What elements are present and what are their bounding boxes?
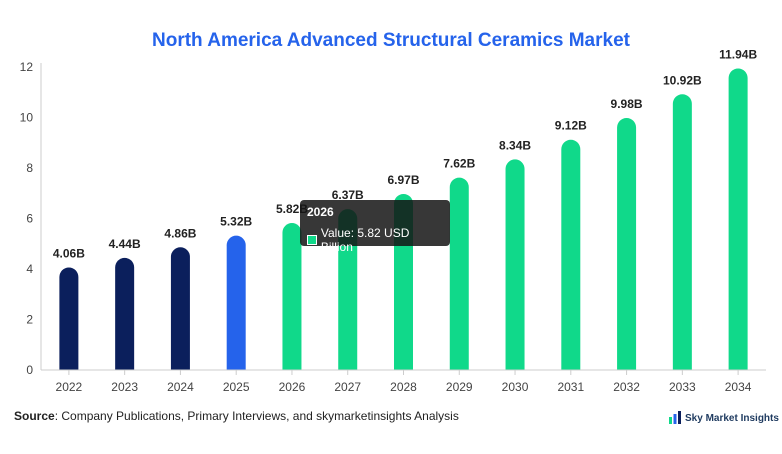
y-tick-label: 4 [26, 262, 33, 276]
bar-2022[interactable] [59, 267, 79, 370]
brand-name: Sky Market Insights [685, 412, 779, 424]
y-axis: 0 2 4 6 8 10 12 [20, 60, 42, 377]
tooltip-swatch [307, 235, 317, 245]
bars [59, 68, 748, 371]
y-tick-label: 8 [26, 161, 33, 175]
bar-2024[interactable] [170, 247, 190, 370]
x-tick-label-2022: 2022 [56, 380, 83, 394]
tooltip-title: 2026 [307, 205, 334, 219]
data-label-2023: 4.44B [109, 237, 141, 251]
source-label: Source [14, 409, 55, 423]
x-tick-label-2030: 2030 [502, 380, 529, 394]
data-labels: 4.06B4.44B4.86B5.32B5.82B6.37B6.97B7.62B… [53, 48, 758, 261]
tooltip-row: Value: 5.82 USD Billion [307, 226, 443, 254]
data-label-2024: 4.86B [164, 226, 196, 240]
chart-title: North America Advanced Structural Cerami… [152, 30, 630, 51]
bar-2027[interactable] [338, 209, 358, 370]
data-label-2022: 4.06B [53, 246, 85, 260]
data-label-2031: 9.12B [555, 119, 587, 133]
source-text: : Company Publications, Primary Intervie… [54, 409, 459, 423]
bar-2032[interactable] [617, 118, 637, 370]
x-tick-label-2023: 2023 [111, 380, 138, 394]
bar-2025[interactable] [226, 235, 246, 370]
y-tick-label: 0 [26, 363, 33, 377]
x-tick-label-2024: 2024 [167, 380, 194, 394]
bar-2023[interactable] [115, 257, 135, 370]
x-tick-label-2034: 2034 [725, 380, 752, 394]
brand-logo: Sky Market Insights [668, 411, 779, 425]
x-tick-label-2033: 2033 [669, 380, 696, 394]
source-note: Source: Company Publications, Primary In… [14, 409, 459, 423]
bar-2033[interactable] [672, 94, 692, 371]
data-label-2034: 11.94B [719, 48, 757, 62]
y-tick-label: 6 [26, 212, 33, 226]
tooltip-value: Value: 5.82 USD Billion [320, 226, 410, 254]
x-tick-label-2031: 2031 [557, 380, 584, 394]
bar-2026[interactable] [282, 223, 302, 370]
data-label-2025: 5.32B [220, 215, 252, 229]
data-label-2027: 6.37B [332, 188, 364, 202]
y-tick-label: 2 [26, 313, 33, 327]
x-tick-label-2029: 2029 [446, 380, 473, 394]
y-tick-label: 12 [20, 60, 34, 74]
brand-mark-icon [669, 411, 681, 424]
data-label-2030: 8.34B [499, 138, 531, 152]
x-tick-label-2026: 2026 [279, 380, 306, 394]
bar-2030[interactable] [505, 159, 525, 370]
x-tick-label-2025: 2025 [223, 380, 250, 394]
y-tick-label: 10 [20, 111, 34, 125]
bar-2031[interactable] [561, 139, 581, 370]
x-tick-label-2028: 2028 [390, 380, 417, 394]
x-axis: 2022 2023 2024 2025 2026 2027 2028 2029 2030 2031… [41, 369, 766, 394]
data-label-2032: 9.98B [611, 97, 643, 111]
x-tick-label-2027: 2027 [334, 380, 361, 394]
data-label-2033: 10.92B [663, 73, 702, 87]
data-label-2028: 6.97B [387, 173, 419, 187]
x-tick-label-2032: 2032 [613, 380, 640, 394]
bar-2029[interactable] [449, 177, 469, 370]
bar-2034[interactable] [728, 68, 748, 370]
data-label-2029: 7.62B [443, 157, 475, 171]
tooltip: 2026 Value: 5.82 USD Billion [300, 200, 450, 254]
